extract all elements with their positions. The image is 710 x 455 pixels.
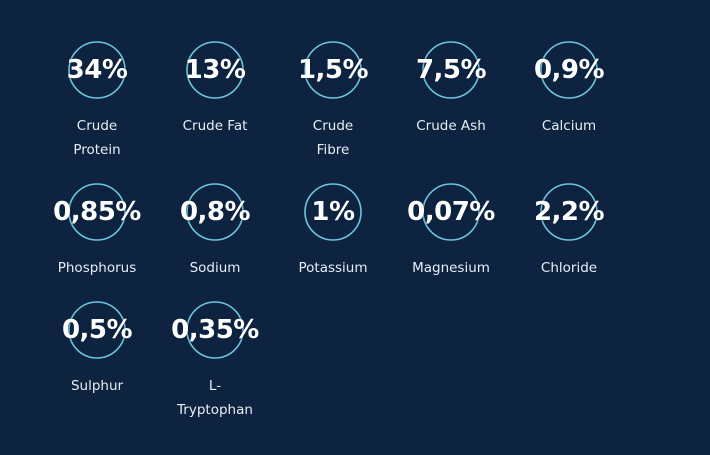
ring-icon: 1,5% bbox=[298, 40, 369, 100]
nutrient-item-l-tryptophan: 0,35% L- Tryptophan bbox=[156, 300, 274, 422]
nutrient-value: 2,2% bbox=[533, 197, 605, 227]
nutrient-value: 1% bbox=[311, 197, 355, 227]
nutrient-label-line: Crude Fat bbox=[182, 118, 248, 134]
nutrient-value: 34% bbox=[66, 55, 128, 85]
nutrient-label: Potassium bbox=[283, 256, 383, 280]
nutrient-label: Sulphur bbox=[47, 374, 147, 398]
nutrient-label-line: L- bbox=[208, 378, 222, 394]
nutrient-label: L- Tryptophan bbox=[165, 374, 265, 422]
nutrient-item-phosphorus: 0,85% Phosphorus bbox=[38, 182, 156, 300]
nutrient-item-sodium: 0,8% Sodium bbox=[156, 182, 274, 300]
nutrient-label: Sodium bbox=[165, 256, 265, 280]
nutrient-item-sulphur: 0,5% Sulphur bbox=[38, 300, 156, 422]
nutrient-label-line: Sodium bbox=[189, 260, 241, 276]
nutrient-value: 1,5% bbox=[297, 55, 369, 85]
nutrient-label-line: Phosphorus bbox=[57, 260, 137, 276]
nutrient-label-line: Magnesium bbox=[412, 260, 490, 276]
nutrient-label-line: Sulphur bbox=[70, 378, 124, 394]
nutrient-label-line: Crude bbox=[76, 118, 118, 134]
nutrient-label: Crude Protein bbox=[47, 114, 147, 162]
ring-icon: 0,5% bbox=[62, 300, 133, 360]
ring-icon: 0,07% bbox=[407, 182, 495, 242]
nutrient-label: Phosphorus bbox=[47, 256, 147, 280]
nutrient-row: 0,85% Phosphorus 0,8% Sodium 1% Potassiu… bbox=[38, 182, 668, 300]
nutrient-label: Crude Fat bbox=[165, 114, 265, 138]
ring-icon: 7,5% bbox=[416, 40, 487, 100]
nutrient-item-chloride: 2,2% Chloride bbox=[510, 182, 628, 300]
nutrient-value: 0,5% bbox=[61, 315, 133, 345]
nutrient-item-crude-fibre: 1,5% Crude Fibre bbox=[274, 40, 392, 182]
nutrient-label-line: Fibre bbox=[316, 142, 350, 158]
ring-icon: 1% bbox=[303, 182, 363, 242]
nutrient-item-calcium: 0,9% Calcium bbox=[510, 40, 628, 182]
nutrient-item-crude-ash: 7,5% Crude Ash bbox=[392, 40, 510, 182]
nutrient-label-line: Protein bbox=[73, 142, 121, 158]
nutrient-label-line: Crude Ash bbox=[416, 118, 486, 134]
ring-icon: 0,9% bbox=[534, 40, 605, 100]
nutrient-value: 0,07% bbox=[407, 197, 495, 227]
nutrient-item-potassium: 1% Potassium bbox=[274, 182, 392, 300]
nutrient-label: Calcium bbox=[519, 114, 619, 138]
ring-icon: 2,2% bbox=[534, 182, 605, 242]
nutrient-label-line: Chloride bbox=[540, 260, 598, 276]
nutrient-value: 13% bbox=[184, 55, 246, 85]
nutrient-label: Magnesium bbox=[401, 256, 501, 280]
nutrient-label-line: Potassium bbox=[298, 260, 368, 276]
nutrient-label: Chloride bbox=[519, 256, 619, 280]
nutrient-label: Crude Ash bbox=[401, 114, 501, 138]
nutrient-item-magnesium: 0,07% Magnesium bbox=[392, 182, 510, 300]
ring-icon: 0,85% bbox=[53, 182, 141, 242]
nutrient-label-line: Crude bbox=[312, 118, 354, 134]
nutrient-item-crude-fat: 13% Crude Fat bbox=[156, 40, 274, 182]
nutrient-row: 0,5% Sulphur 0,35% L- Tryptophan bbox=[38, 300, 668, 422]
nutrient-item-crude-protein: 34% Crude Protein bbox=[38, 40, 156, 182]
nutrient-value: 0,8% bbox=[179, 197, 251, 227]
ring-icon: 0,35% bbox=[171, 300, 259, 360]
nutrient-label-line: Tryptophan bbox=[177, 402, 253, 418]
nutrient-label-line: Calcium bbox=[541, 118, 597, 134]
nutrient-grid: 34% Crude Protein 13% Crude Fat 1,5% Cru… bbox=[38, 40, 668, 422]
nutrient-value: 7,5% bbox=[415, 55, 487, 85]
ring-icon: 13% bbox=[184, 40, 246, 100]
nutrient-value: 0,35% bbox=[171, 315, 259, 345]
ring-icon: 0,8% bbox=[180, 182, 251, 242]
nutrient-value: 0,9% bbox=[533, 55, 605, 85]
ring-icon: 34% bbox=[66, 40, 128, 100]
nutrient-row: 34% Crude Protein 13% Crude Fat 1,5% Cru… bbox=[38, 40, 668, 182]
nutrient-value: 0,85% bbox=[53, 197, 141, 227]
nutrient-label: Crude Fibre bbox=[283, 114, 383, 162]
